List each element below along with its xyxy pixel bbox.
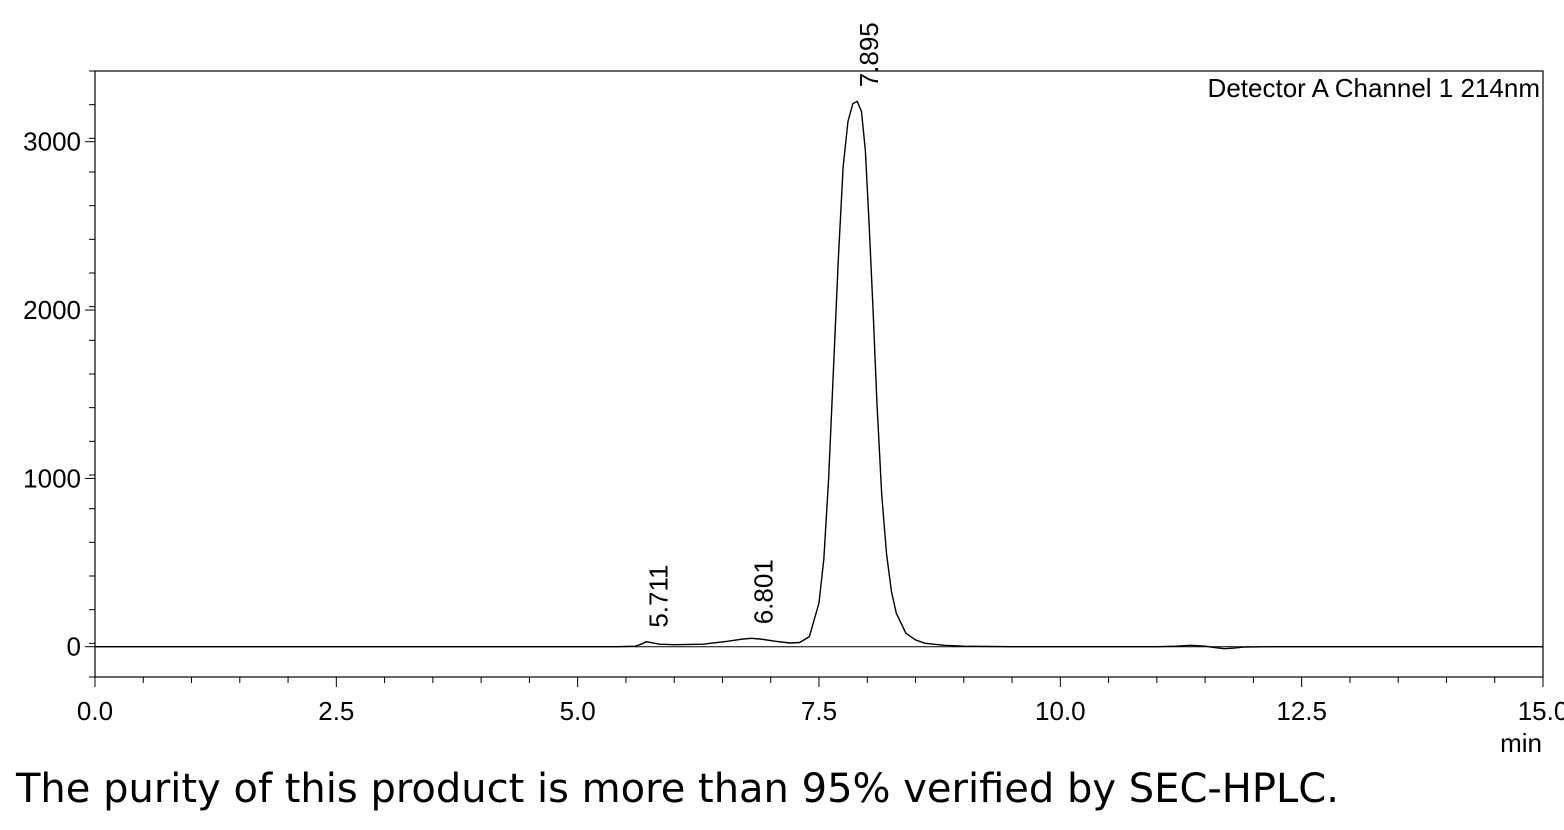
chromatogram-line [95, 100, 1543, 650]
x-tick-label: 0.0 [77, 696, 113, 726]
x-tick-label: 12.5 [1276, 696, 1327, 726]
plot-frame [94, 70, 1544, 678]
series-layer [95, 100, 1543, 650]
x-tick-label: 15.0 [1518, 696, 1564, 726]
purity-caption: The purity of this product is more than … [16, 766, 1339, 812]
y-tick-label: 0 [67, 632, 81, 662]
x-tick-label: 2.5 [318, 696, 354, 726]
peak-label: 7.895 [854, 22, 884, 87]
axes: 0 1000 2000 3000 0.0 2.5 5.0 7.5 10.0 12.5 15.0 [23, 70, 1564, 726]
y-tick-label: 2000 [23, 295, 81, 325]
x-tick-label: 10.0 [1035, 696, 1086, 726]
x-tick-label: 7.5 [801, 696, 837, 726]
peak-label: 6.801 [749, 559, 779, 624]
x-tick-label: 5.0 [560, 696, 596, 726]
legend-label: Detector A Channel 1 214nm [1208, 73, 1540, 103]
peak-label: 5.711 [643, 565, 673, 628]
x-axis-label: min [1500, 728, 1542, 758]
hplc-chromatogram: 0 1000 2000 3000 0.0 2.5 5.0 7.5 10.0 12.5 15.0 5.… [23, 22, 1564, 758]
y-tick-label: 3000 [23, 127, 81, 157]
y-tick-label: 1000 [23, 463, 81, 493]
peak-labels: 5.711 6.801 7.895 [643, 22, 884, 627]
